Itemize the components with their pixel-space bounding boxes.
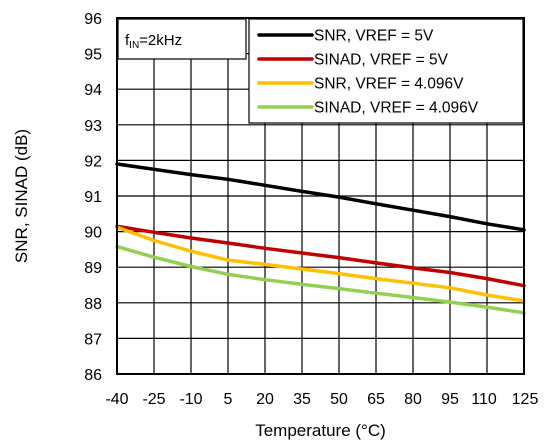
x-tick-label: 110 (471, 391, 497, 408)
x-tick-label: 5 (224, 391, 233, 408)
annotation-box: fIN=2kHz (117, 18, 247, 60)
y-axis-label: SNR, SINAD (dB) (12, 129, 31, 263)
y-tick-label: 96 (84, 11, 102, 28)
legend-label: SINAD, VREF = 5V (314, 52, 449, 69)
series-lines (115, 162, 526, 315)
legend-label: SNR, VREF = 5V (314, 28, 434, 45)
legend-item: SINAD, VREF = 5V (257, 52, 449, 69)
x-tick-label: 35 (293, 391, 311, 408)
x-tick-label: 125 (512, 391, 539, 408)
annotation-rest: =2kHz (139, 32, 182, 49)
y-tick-label: 91 (84, 189, 102, 206)
y-tick-labels: 86 87 88 89 90 91 92 93 94 95 96 (84, 11, 102, 384)
y-tick-label: 92 (84, 153, 102, 170)
annotation-sub: IN (129, 40, 139, 51)
x-tick-label: 80 (404, 391, 422, 408)
y-tick-label: 93 (84, 118, 102, 135)
legend: SNR, VREF = 5V SINAD, VREF = 5V SNR, VREF … (248, 18, 524, 124)
x-tick-labels: -40 -25 -10 5 20 35 50 65 80 95 110 125 (105, 391, 538, 408)
series-line-1 (115, 162, 526, 232)
series-line-2 (115, 224, 526, 288)
legend-item: SINAD, VREF = 4.096V (257, 100, 479, 117)
y-tick-label: 94 (84, 82, 102, 99)
y-tick-label: 89 (84, 260, 102, 277)
x-tick-label: 65 (367, 391, 385, 408)
x-axis-label: Temperature (°C) (255, 421, 386, 440)
series-line-3 (115, 225, 526, 303)
x-tick-label: -10 (179, 391, 202, 408)
y-tick-label: 95 (84, 47, 102, 64)
legend-label: SINAD, VREF = 4.096V (314, 100, 479, 117)
y-tick-label: 88 (84, 296, 102, 313)
x-tick-label: -40 (105, 391, 128, 408)
legend-item: SNR, VREF = 4.096V (257, 76, 464, 93)
annotation-main: f (125, 32, 130, 49)
x-tick-label: 95 (441, 391, 459, 408)
y-tick-label: 87 (84, 331, 102, 348)
x-tick-label: 20 (256, 391, 274, 408)
legend-label: SNR, VREF = 4.096V (314, 76, 464, 93)
legend-item: SNR, VREF = 5V (257, 28, 434, 45)
annotation-text: fIN=2kHz (125, 32, 182, 51)
y-tick-label: 86 (84, 367, 102, 384)
x-tick-label: 50 (330, 391, 348, 408)
series-line-4 (115, 244, 526, 315)
x-tick-label: -25 (142, 391, 165, 408)
y-tick-label: 90 (84, 225, 102, 242)
plot-frame (116, 17, 525, 375)
